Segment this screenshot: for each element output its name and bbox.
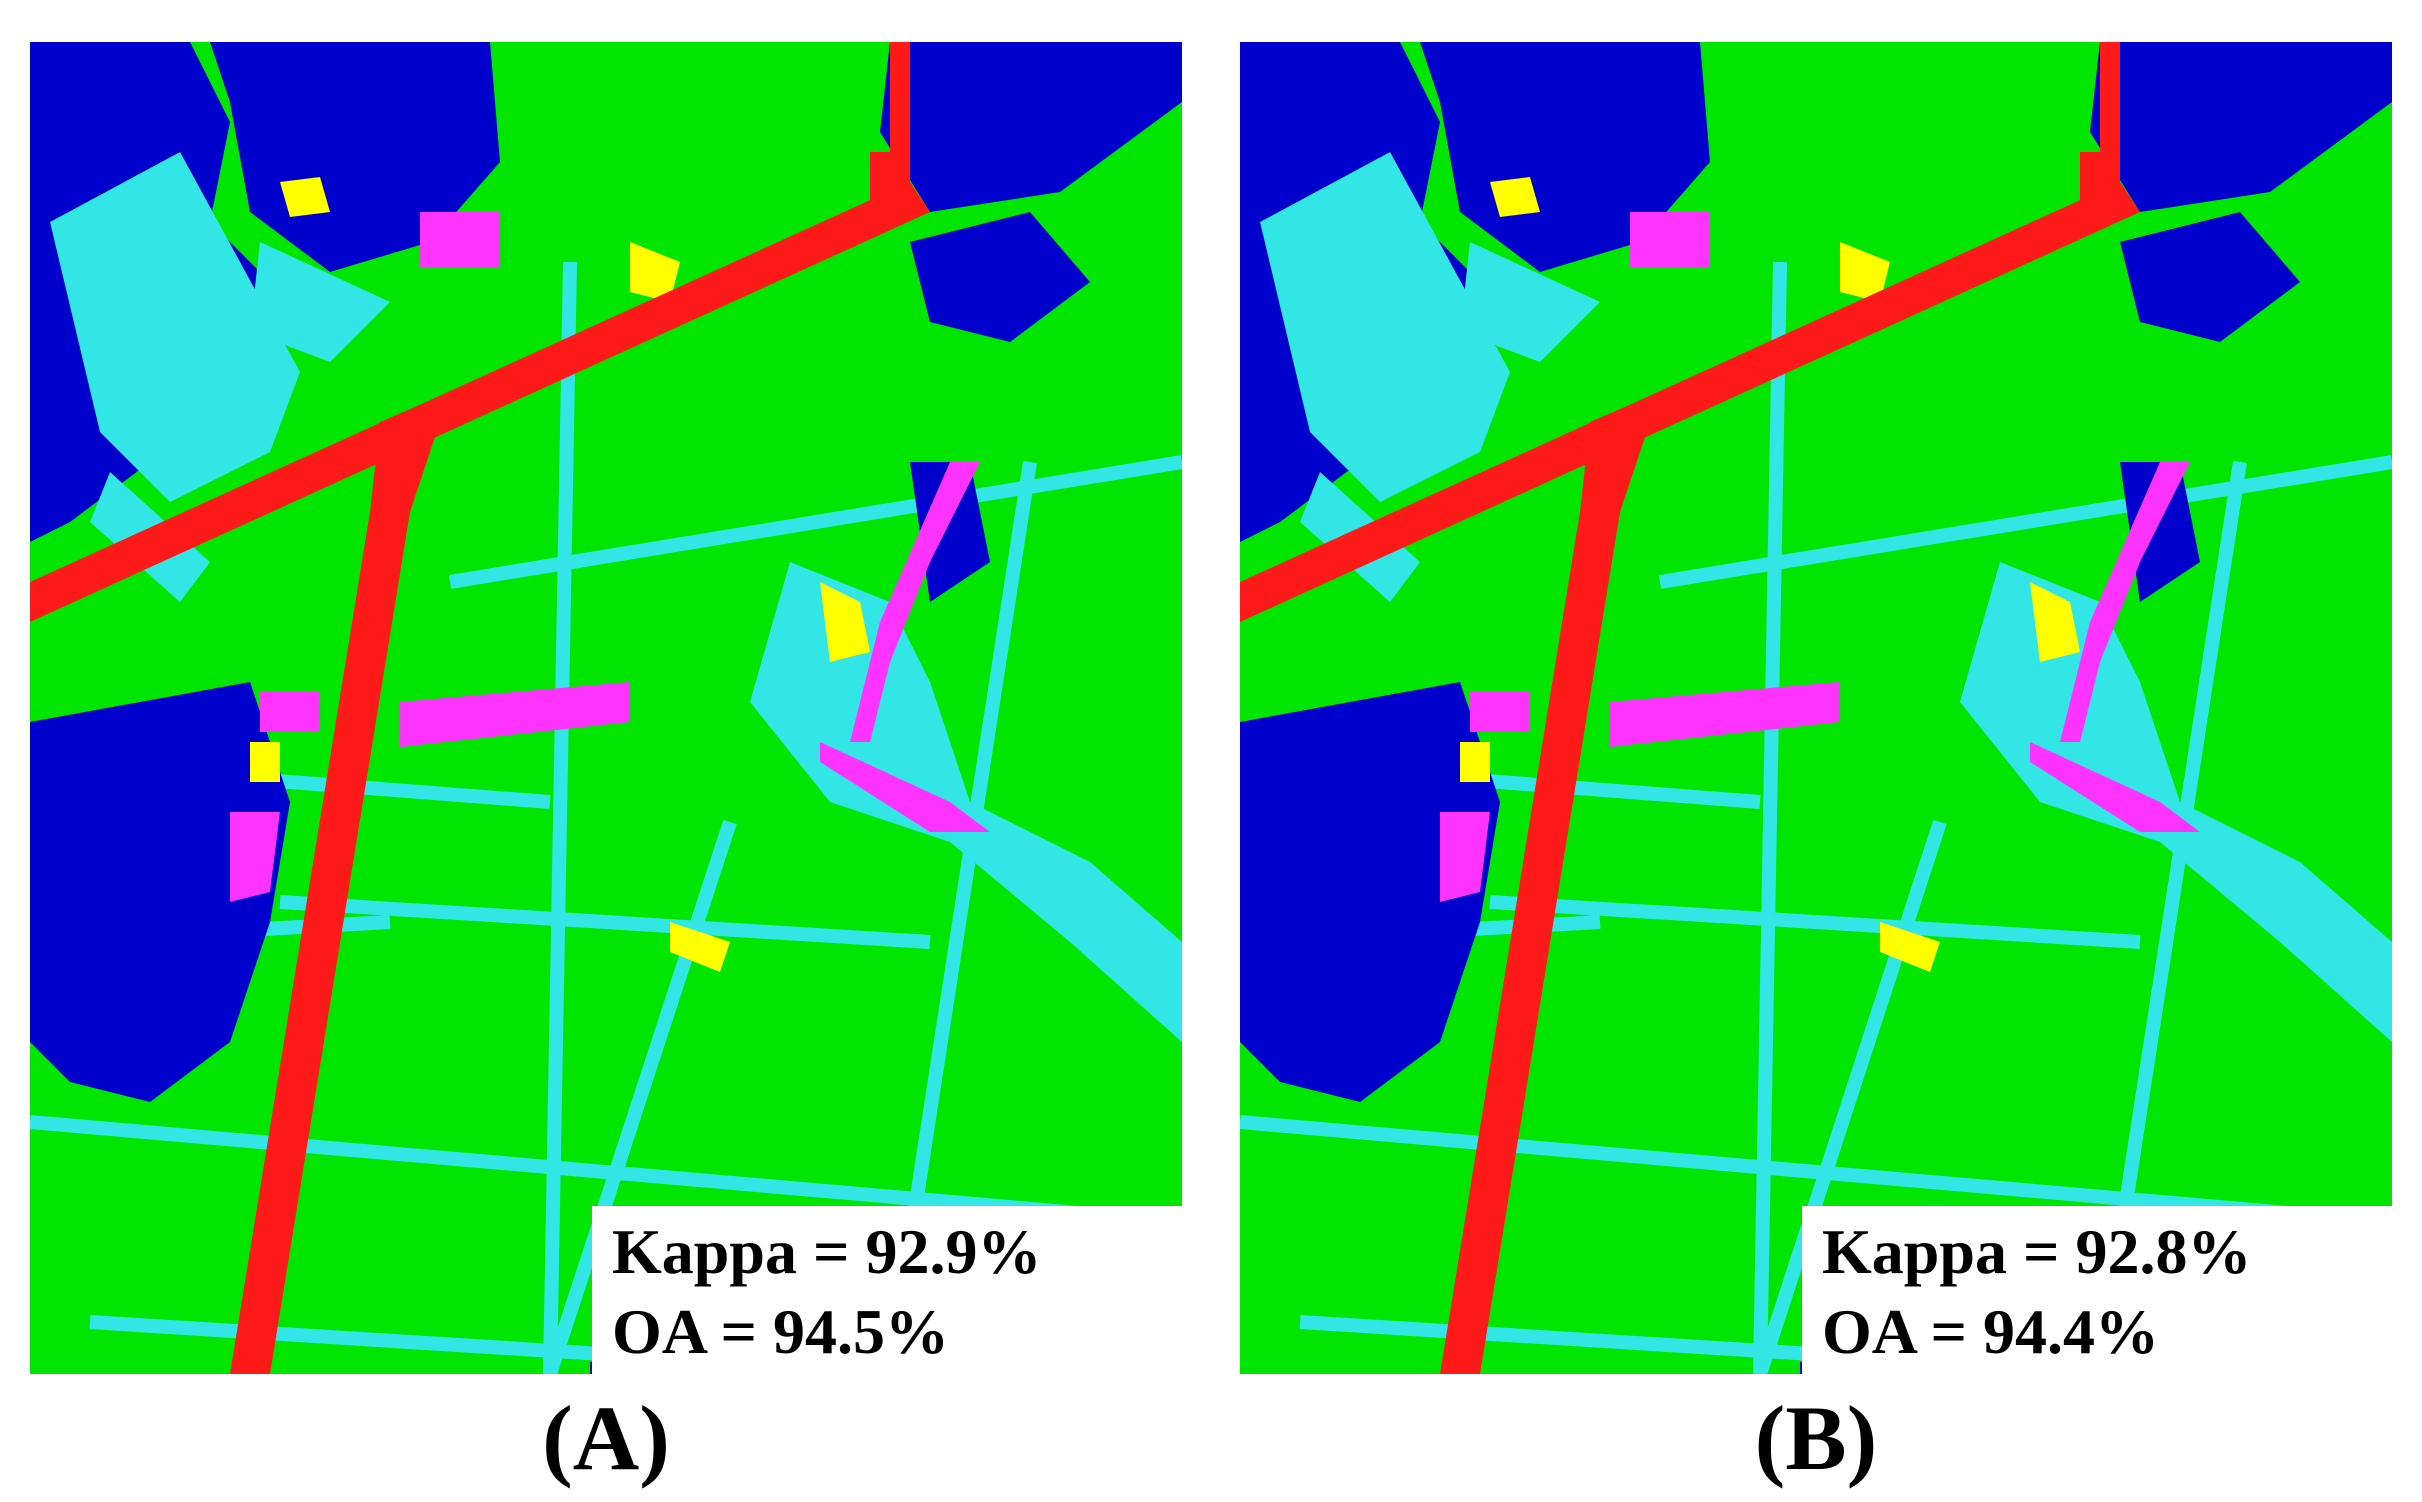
oa-value-b: OA = 94.4%	[1822, 1296, 2159, 1367]
kappa-value-a: Kappa = 92.9%	[612, 1216, 1042, 1287]
classification-map-a: Kappa = 92.9% OA = 94.5%	[30, 42, 1182, 1374]
oa-value-a: OA = 94.5%	[612, 1296, 949, 1367]
kappa-value-b: Kappa = 92.8%	[1822, 1216, 2252, 1287]
panel-caption-b: (B)	[1754, 1387, 1878, 1489]
land-cover-map-b	[1240, 42, 2392, 1374]
accuracy-stats-a: Kappa = 92.9% OA = 94.5%	[592, 1206, 1182, 1374]
classification-map-b: Kappa = 92.8% OA = 94.4%	[1240, 42, 2392, 1374]
accuracy-stats-b: Kappa = 92.8% OA = 94.4%	[1802, 1206, 2392, 1374]
panel-caption-a: (A)	[542, 1387, 670, 1489]
land-cover-map-a	[30, 42, 1182, 1374]
